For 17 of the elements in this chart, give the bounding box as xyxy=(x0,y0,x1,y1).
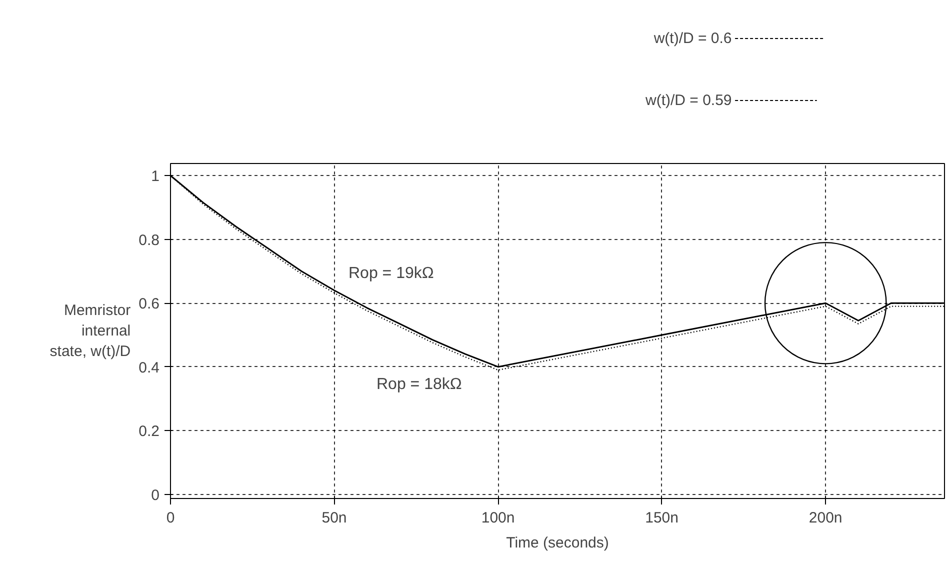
text: w(t)/D = 0.59 xyxy=(644,92,732,109)
y-axis-title: Memristor internal state, w(t)/D xyxy=(50,302,131,360)
x-tick-label: 200n xyxy=(808,510,842,526)
annotation: Rop = 18kΩ xyxy=(376,376,462,393)
y-tick-label: 0 xyxy=(151,486,160,504)
text: w(t)/D = 0.6 xyxy=(652,30,732,47)
x-tick-label: 100n xyxy=(481,510,515,526)
x-tick-label: 50n xyxy=(322,510,347,526)
x-axis-title: Time (seconds) xyxy=(506,534,609,552)
y-tick-label: 1 xyxy=(151,168,160,186)
annotation: Rop = 19kΩ xyxy=(348,265,434,282)
y-tick-label: 0.4 xyxy=(138,359,160,376)
x-tick-label: 150n xyxy=(645,510,679,526)
x-tick-label: 0 xyxy=(166,510,175,526)
y-tick-label: 0.8 xyxy=(138,232,160,249)
y-tick-label: 0.6 xyxy=(138,296,160,313)
y-tick-label: 0.2 xyxy=(138,423,160,440)
